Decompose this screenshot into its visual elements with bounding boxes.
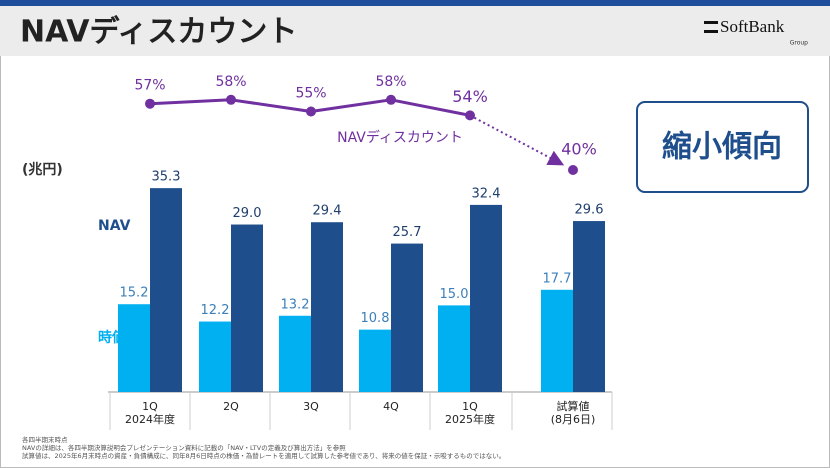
line-segment	[469, 114, 565, 166]
line-point	[306, 106, 316, 117]
bar	[150, 188, 182, 392]
x-tick-sublabel: (8月6日)	[551, 413, 596, 426]
x-tick-label: 3Q	[303, 400, 319, 413]
bar	[359, 329, 391, 392]
value-label: 15.2	[120, 286, 149, 301]
bar	[438, 305, 470, 392]
bar	[470, 204, 502, 392]
value-label: 15.0	[440, 287, 469, 302]
bar	[199, 321, 231, 392]
bar	[311, 222, 343, 392]
footnote: 試算値は、2025年6月末時点の資産・負債構成に、同年8月6日時点の株価・為替レ…	[22, 451, 505, 460]
bar	[573, 221, 605, 392]
logo-bar	[704, 30, 718, 33]
bar	[231, 224, 263, 392]
value-label: 17.7	[543, 271, 572, 286]
value-label: 25.7	[393, 225, 422, 240]
callout-text: 縮小傾向	[662, 130, 782, 165]
footnote: 各四半期末時点	[22, 435, 68, 444]
callout-box	[636, 101, 809, 193]
top-bar	[0, 0, 830, 6]
footnote: NAVの詳細は、各四半期決算説明会プレゼンテーション資料に記載の「NAV・LTV…	[22, 443, 346, 452]
x-tick-sublabel: 2024年度	[125, 412, 175, 426]
x-tick-label: 1Q	[142, 400, 158, 413]
line-segment	[310, 98, 392, 113]
value-label: 29.6	[575, 203, 604, 218]
value-label: 35.3	[152, 170, 181, 185]
line-value-label: 55%	[295, 86, 326, 102]
bar	[391, 243, 423, 392]
line-label: NAVディスカウント	[337, 129, 463, 146]
bar	[118, 304, 150, 392]
line-value-label: 58%	[215, 74, 246, 90]
header-band	[0, 6, 830, 56]
value-label: 10.8	[361, 311, 390, 326]
logo-sub: Group	[790, 40, 808, 47]
line-point	[226, 94, 236, 105]
line-point	[386, 94, 396, 105]
value-label: 13.2	[281, 297, 310, 312]
line-point	[568, 165, 578, 175]
logo-bar	[704, 21, 718, 24]
legend-nav: NAV	[98, 218, 131, 234]
line-segment	[149, 98, 232, 106]
line-segment	[230, 98, 312, 113]
value-label: 12.2	[201, 303, 230, 318]
x-tick-label: 試算値	[557, 399, 590, 413]
value-label: 29.4	[313, 204, 342, 219]
x-tick-label: 1Q	[462, 400, 478, 413]
line-point	[465, 110, 475, 121]
bar	[279, 315, 311, 392]
line-value-label: 58%	[375, 74, 406, 90]
title: NAVディスカウント	[20, 15, 297, 50]
x-tick-label: 2Q	[223, 400, 239, 413]
value-label: 32.4	[472, 186, 501, 201]
x-tick-label: 4Q	[383, 400, 399, 413]
logo: SoftBank	[720, 17, 785, 36]
x-tick-sublabel: 2025年度	[445, 412, 495, 426]
unit-label: (兆円)	[22, 162, 63, 178]
bar	[541, 289, 573, 392]
line-value-label: 40%	[561, 140, 597, 159]
line-segment	[390, 98, 471, 117]
line-value-label: 57%	[134, 78, 165, 94]
line-value-label: 54%	[452, 87, 488, 106]
line-point	[145, 98, 155, 109]
value-label: 29.0	[233, 206, 262, 221]
